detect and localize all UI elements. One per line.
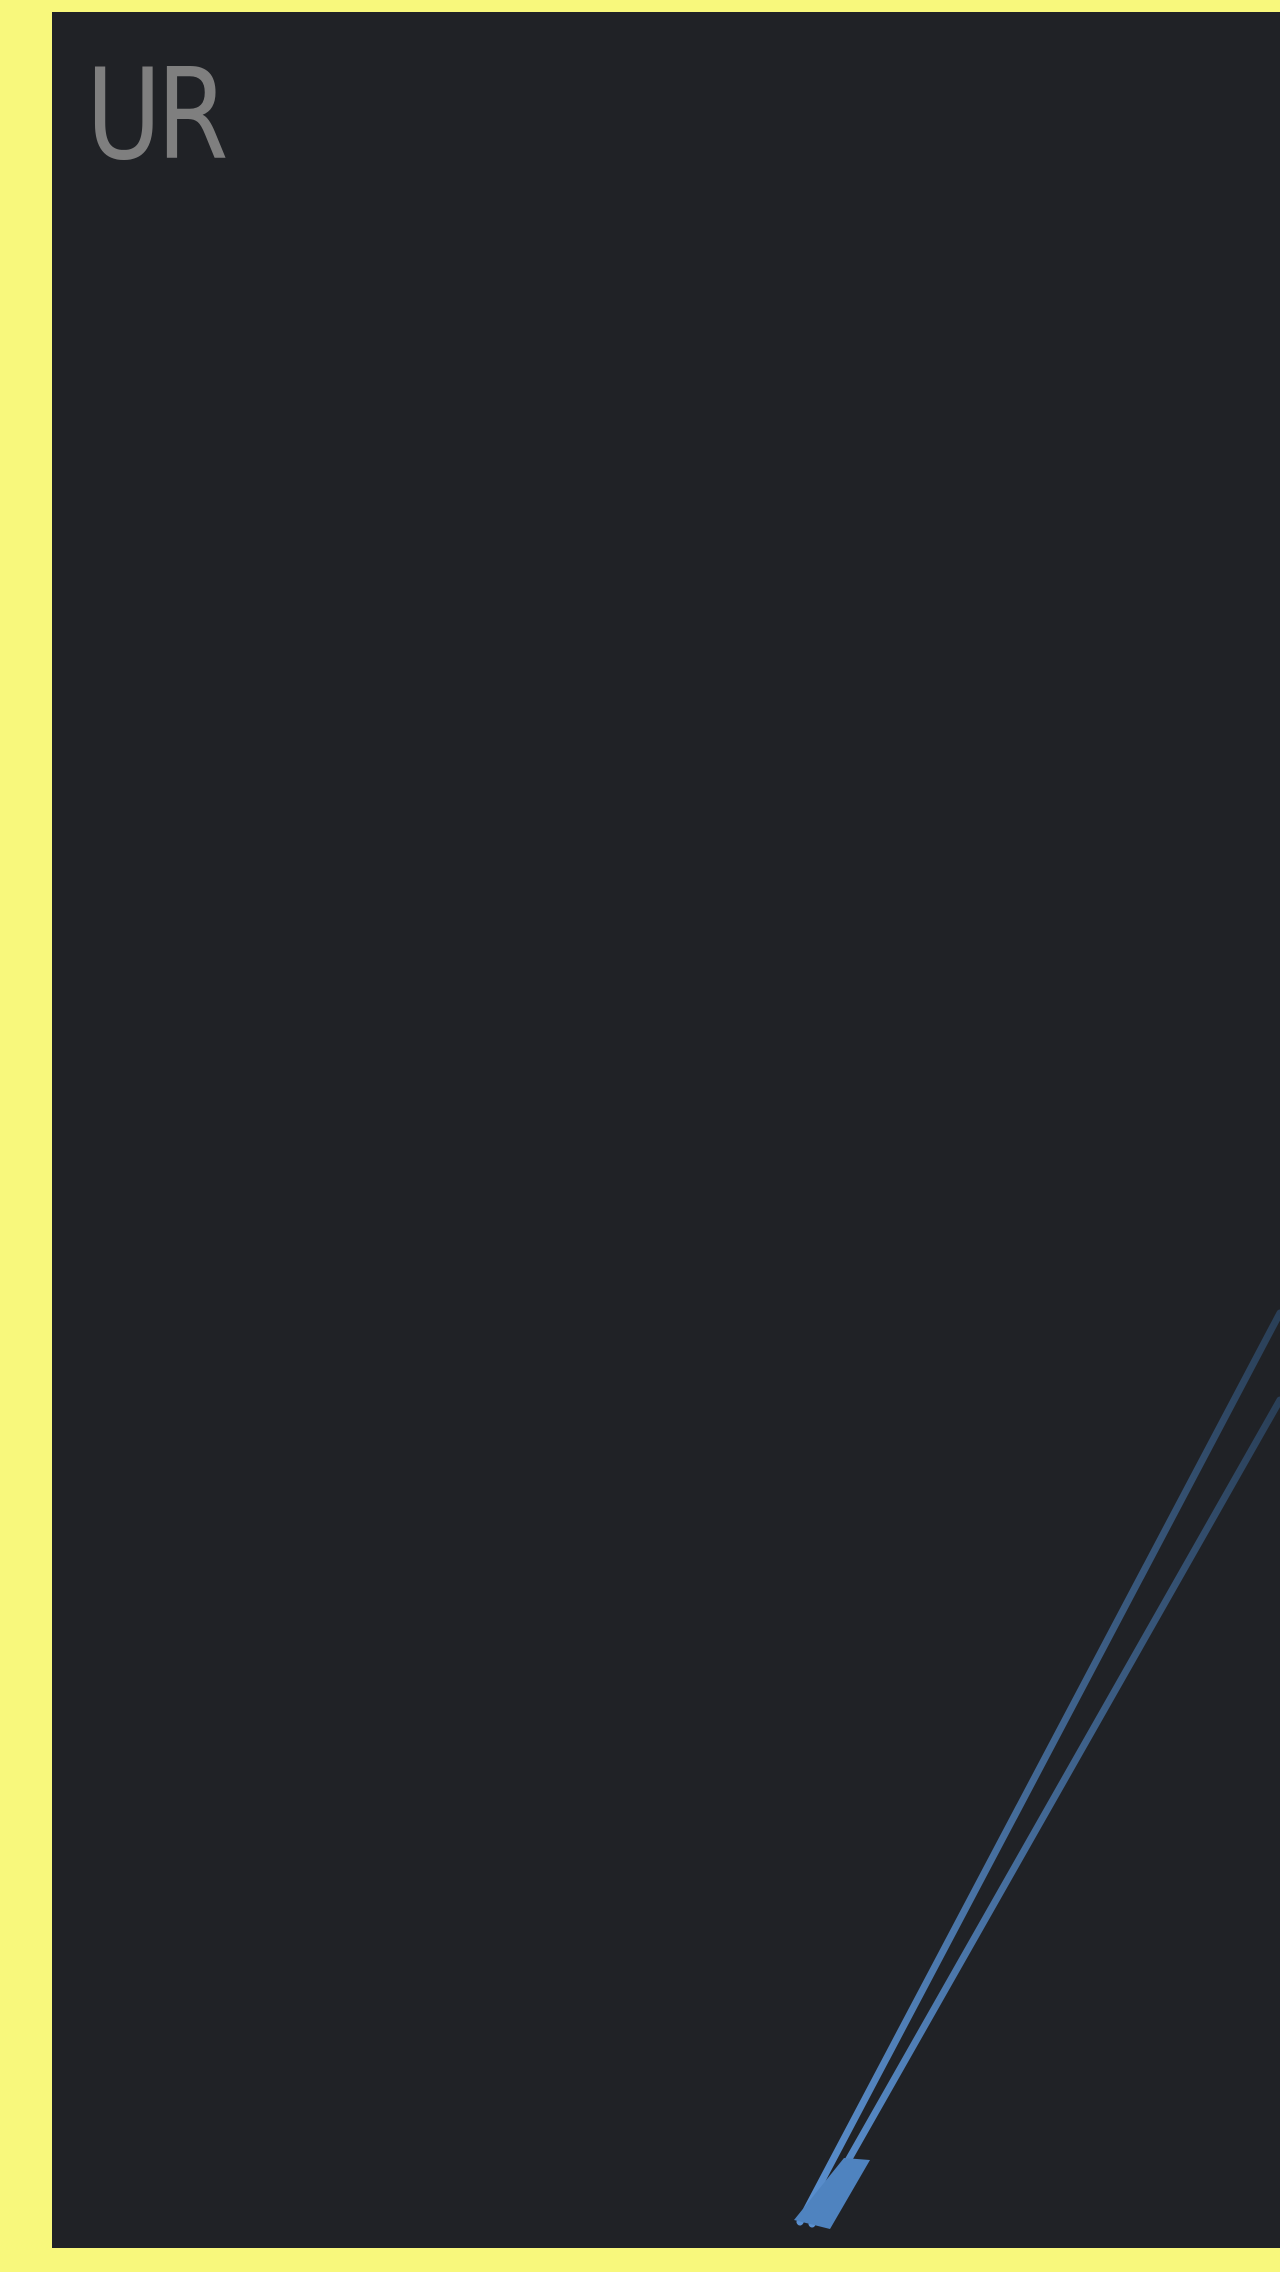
- blue-stroke: [794, 1309, 1280, 2229]
- blue-stroke-line-inner: [808, 1396, 1280, 2228]
- corner-label: UR: [86, 41, 228, 188]
- blue-stroke-line-outer: [796, 1309, 1280, 2226]
- stroke-canvas: [794, 1309, 1280, 2229]
- dark-panel: UR: [52, 12, 1280, 2248]
- blue-stroke-head: [794, 2158, 870, 2229]
